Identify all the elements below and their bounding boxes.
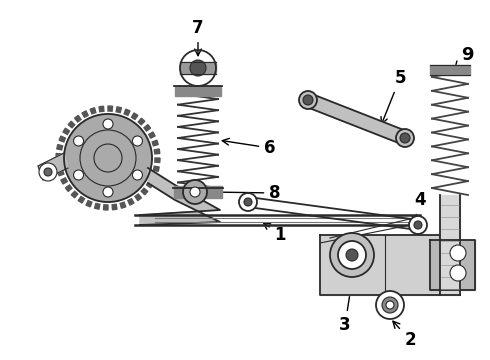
Polygon shape	[154, 149, 160, 154]
Polygon shape	[108, 106, 113, 111]
Circle shape	[239, 193, 257, 211]
Circle shape	[190, 60, 206, 76]
Text: 3: 3	[339, 272, 356, 334]
Circle shape	[414, 221, 422, 229]
Polygon shape	[59, 136, 65, 142]
Polygon shape	[147, 181, 153, 188]
Polygon shape	[56, 153, 61, 158]
Text: 1: 1	[264, 222, 286, 244]
Polygon shape	[155, 158, 160, 162]
Polygon shape	[86, 201, 92, 207]
Polygon shape	[95, 203, 100, 209]
Polygon shape	[175, 86, 221, 96]
Circle shape	[103, 187, 113, 197]
Polygon shape	[116, 107, 122, 113]
Circle shape	[386, 301, 394, 309]
Polygon shape	[131, 113, 138, 120]
Text: 8: 8	[214, 184, 281, 202]
Circle shape	[303, 95, 313, 105]
Polygon shape	[112, 204, 117, 210]
Circle shape	[103, 119, 113, 129]
Polygon shape	[152, 140, 158, 146]
Circle shape	[409, 216, 427, 234]
Polygon shape	[71, 191, 78, 198]
Text: 6: 6	[222, 138, 276, 157]
Polygon shape	[430, 65, 470, 75]
Polygon shape	[65, 185, 72, 192]
Circle shape	[39, 163, 57, 181]
Polygon shape	[128, 199, 134, 205]
Polygon shape	[90, 108, 96, 114]
Circle shape	[376, 291, 404, 319]
Text: 7: 7	[192, 19, 204, 56]
Polygon shape	[174, 186, 222, 198]
Circle shape	[400, 133, 410, 143]
Text: 9: 9	[455, 46, 473, 69]
Circle shape	[330, 233, 374, 277]
Polygon shape	[440, 195, 460, 295]
Circle shape	[450, 265, 466, 281]
Polygon shape	[56, 162, 62, 167]
Text: 4: 4	[413, 191, 426, 224]
Circle shape	[44, 168, 52, 176]
Polygon shape	[99, 106, 104, 112]
Circle shape	[382, 297, 398, 313]
Text: 5: 5	[381, 69, 406, 124]
Circle shape	[132, 170, 143, 180]
Polygon shape	[120, 202, 126, 208]
Polygon shape	[148, 132, 155, 138]
Circle shape	[183, 180, 207, 204]
Polygon shape	[58, 170, 64, 176]
Polygon shape	[320, 235, 440, 295]
Polygon shape	[78, 197, 84, 203]
Polygon shape	[305, 94, 408, 144]
Polygon shape	[38, 153, 68, 180]
Polygon shape	[135, 194, 142, 201]
Circle shape	[132, 136, 143, 146]
Polygon shape	[138, 118, 145, 125]
Polygon shape	[103, 205, 108, 210]
Polygon shape	[63, 128, 70, 135]
Circle shape	[396, 129, 414, 147]
Circle shape	[346, 249, 358, 261]
Circle shape	[74, 136, 84, 146]
Polygon shape	[430, 240, 475, 290]
Circle shape	[299, 91, 317, 109]
Polygon shape	[140, 168, 220, 225]
Polygon shape	[153, 166, 159, 171]
Circle shape	[74, 170, 84, 180]
Polygon shape	[61, 178, 67, 184]
Polygon shape	[150, 174, 157, 180]
Text: 2: 2	[393, 321, 416, 349]
Polygon shape	[68, 121, 75, 128]
Circle shape	[338, 241, 366, 269]
Circle shape	[244, 198, 252, 206]
Polygon shape	[82, 111, 88, 117]
Circle shape	[64, 114, 152, 202]
Circle shape	[450, 245, 466, 261]
Polygon shape	[141, 188, 148, 195]
Polygon shape	[74, 116, 81, 122]
Polygon shape	[144, 125, 150, 131]
Circle shape	[190, 187, 200, 197]
Polygon shape	[124, 109, 130, 116]
Polygon shape	[57, 145, 63, 150]
